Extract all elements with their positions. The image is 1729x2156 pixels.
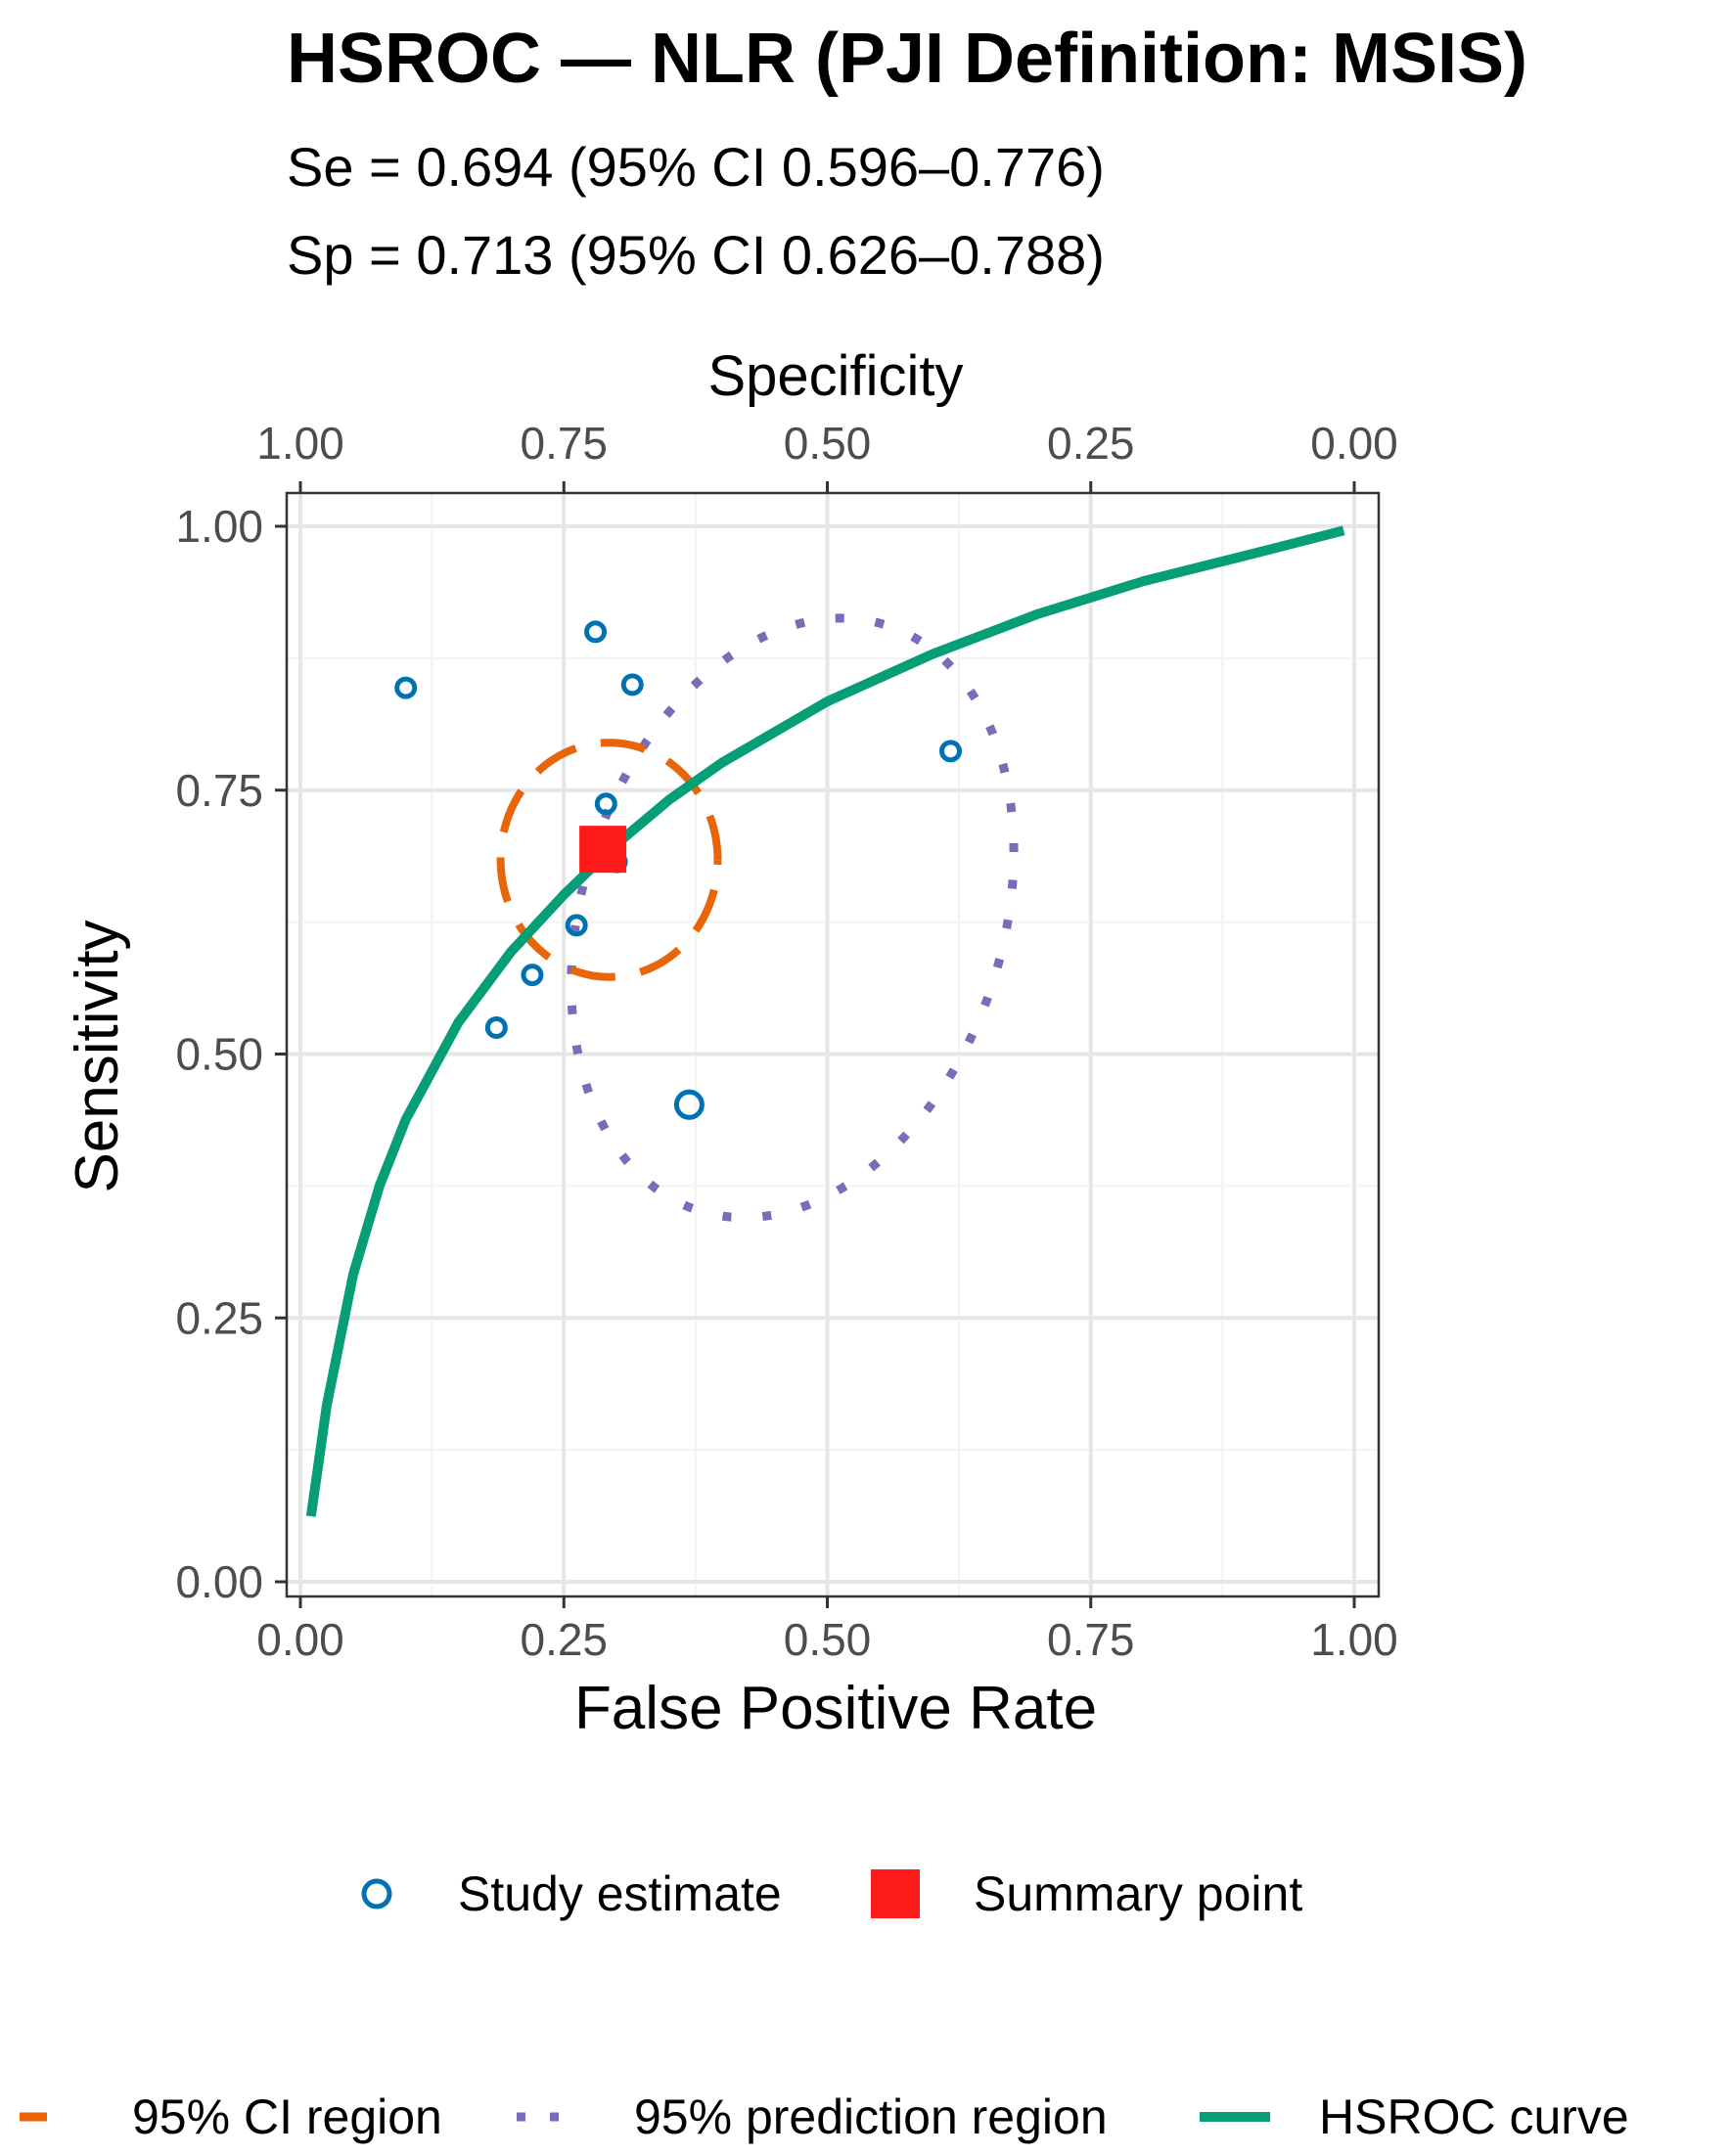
x2-tick-label: 0.50 [784, 418, 872, 469]
y-tick-label: 0.75 [175, 765, 263, 816]
plot-panel-border [285, 491, 1381, 1598]
gridlines [287, 493, 1379, 1596]
study-point [521, 964, 544, 987]
y-tick-label: 1.00 [175, 501, 263, 552]
ci-region [496, 739, 722, 981]
x-tick-label: 0.50 [784, 1614, 872, 1665]
study-point [620, 673, 644, 696]
x2-tick-label: 0.75 [520, 418, 608, 469]
x2-tick-label: 0.00 [1310, 418, 1398, 469]
x-tick-label: 0.25 [520, 1614, 608, 1665]
y-tick-label: 0.00 [175, 1556, 263, 1607]
subtitle-sp: Sp = 0.713 (95% CI 0.626–0.788) [287, 224, 1105, 286]
plot-content [305, 525, 1345, 1517]
legend-key-summary [871, 1869, 920, 1918]
study-point [394, 676, 418, 699]
study-point [565, 914, 588, 937]
x-axis-title: False Positive Rate [574, 1675, 1097, 1742]
legend-label: HSROC curve [1319, 2089, 1629, 2144]
study-point [673, 1089, 705, 1120]
y-tick-label: 0.50 [175, 1029, 263, 1080]
plot-panel [287, 493, 1379, 1596]
legend-label: 95% prediction region [634, 2089, 1108, 2144]
study-point [594, 792, 617, 816]
legend-label: 95% CI region [132, 2089, 442, 2144]
axis-ticks: 0.00 1.00 0.00 0.25 0.75 0.25 0.50 0.50 0.50 0.75… [175, 418, 1397, 1665]
top-axis-title: Specificity [707, 344, 963, 408]
x2-tick-label: 0.25 [1047, 418, 1135, 469]
legend-points: Study estimate Summary point [361, 1866, 1302, 1921]
x-tick-label: 0.75 [1047, 1614, 1135, 1665]
subtitle-se: Se = 0.694 (95% CI 0.596–0.776) [287, 136, 1105, 198]
study-point [484, 1016, 508, 1040]
legend-lines: 95% CI region 95% prediction region HSROC … [20, 2089, 1629, 2144]
y-tick-label: 0.25 [175, 1292, 263, 1343]
study-point [584, 620, 608, 644]
summary-point [579, 826, 627, 874]
y-axis-title: Sensitivity [64, 920, 131, 1192]
chart-title: HSROC — NLR (PJI Definition: MSIS) [287, 20, 1527, 98]
legend-key-study [361, 1878, 392, 1909]
x2-tick-label: 1.00 [256, 418, 344, 469]
legend-label: Summary point [974, 1866, 1302, 1921]
x-tick-label: 1.00 [1310, 1614, 1398, 1665]
x-tick-label: 0.00 [256, 1614, 344, 1665]
legend-label: Study estimate [458, 1866, 782, 1921]
prediction-region [567, 613, 1019, 1223]
plot-marks [305, 525, 1345, 1517]
study-point [939, 740, 963, 763]
